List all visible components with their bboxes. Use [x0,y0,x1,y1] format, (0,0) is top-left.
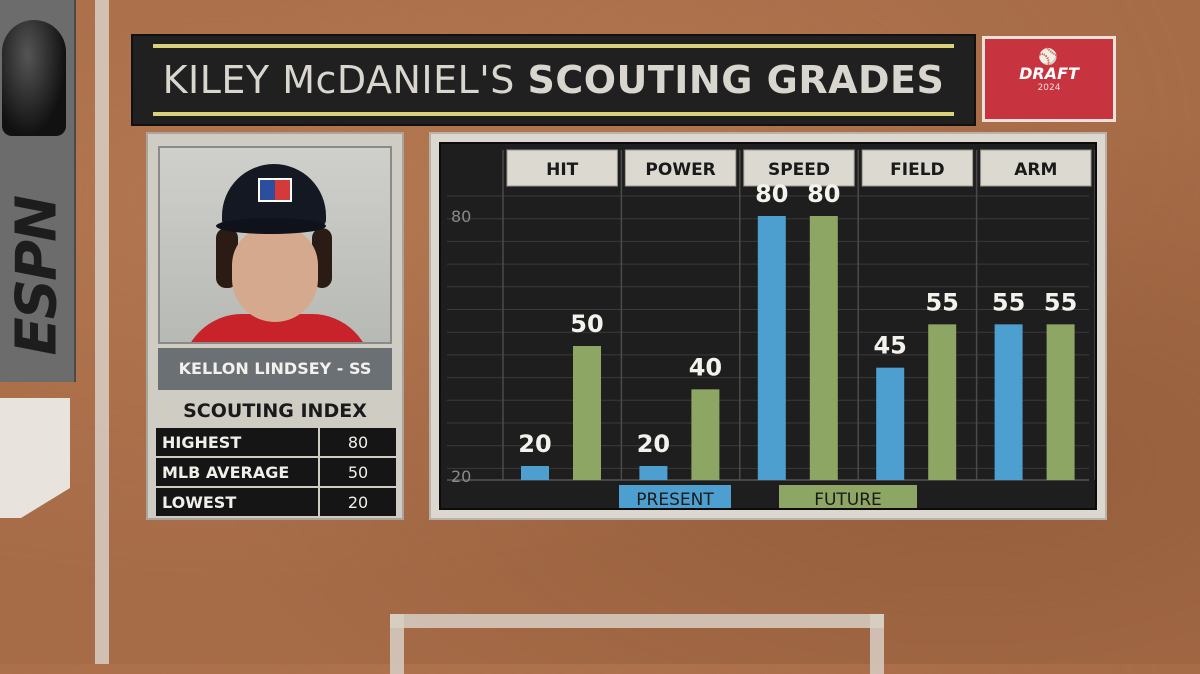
category-header [980,149,1092,187]
data-label: 20 [518,430,551,458]
index-label: HIGHEST [154,426,320,458]
title-banner: KILEY McDANIEL'S SCOUTING GRADES [131,34,976,126]
category-label: FIELD [890,160,945,180]
player-cap-brim [216,218,326,234]
banner-stripe [153,44,954,48]
index-value: 50 [318,456,398,488]
data-label: 55 [992,288,1025,316]
draft-logo-icon: ⚾ [1038,47,1060,66]
draft-year: 2024 [1037,83,1061,93]
present-bar [639,466,668,480]
data-label: 50 [570,310,603,338]
batters-box-line [390,614,884,628]
banner-stripe [153,112,954,116]
future-bar [928,324,957,480]
category-header [861,149,974,187]
index-label: MLB AVERAGE [154,456,320,488]
category-header [743,149,855,187]
present-bar [994,324,1023,480]
category-label: ARM [1014,160,1057,180]
scouting-index-table: HIGHEST 80 MLB AVERAGE 50 LOWEST 20 [154,426,398,518]
page-title: KILEY McDANIEL'S SCOUTING GRADES [133,58,974,102]
table-row: HIGHEST 80 [154,426,398,458]
chart-panel: 80 20 HIT 20 50 POWER 20 40 SPEED 80 80 FIELD 45 55 AR… [439,142,1097,510]
data-label: 55 [925,288,958,316]
player-card: KELLON LINDSEY - SS SCOUTING INDEX HIGHE… [146,132,404,520]
future-bar [573,346,601,480]
data-label: 80 [755,180,788,208]
data-label: 55 [1044,288,1077,316]
batters-box-line [870,614,884,674]
player-photo [158,146,392,344]
future-bar [691,389,720,480]
present-bar [757,216,786,480]
legend-swatch [619,485,731,508]
index-value: 20 [318,486,398,518]
index-value: 80 [318,426,398,458]
present-bar [876,367,905,480]
table-row: MLB AVERAGE 50 [154,456,398,488]
data-label: 20 [637,430,670,458]
data-label: 80 [807,180,840,208]
index-label: LOWEST [154,486,320,518]
player-name: KELLON LINDSEY - SS [158,348,392,390]
category-label: SPEED [768,160,830,180]
category-header [506,149,618,187]
y-tick-label: 20 [451,467,471,486]
mlb-logo-icon [258,178,292,202]
future-bar [809,216,838,480]
table-row: LOWEST 20 [154,486,398,518]
left-brand-strip: ESPN [0,0,76,382]
title-light: KILEY McDANIEL'S [162,58,515,102]
chalk-line [95,0,109,664]
chart-card: 80 20 HIT 20 50 POWER 20 40 SPEED 80 80 FIELD 45 55 AR… [429,132,1107,520]
draft-badge: ⚾ DRAFT 2024 [982,36,1116,122]
player-face [232,226,318,322]
legend-swatch [779,485,917,508]
draft-word: DRAFT [1019,64,1079,83]
data-label: 40 [689,353,722,381]
home-plate-icon [0,398,70,518]
title-bold: SCOUTING GRADES [527,58,945,102]
present-bar [521,466,549,480]
data-label: 45 [873,332,906,360]
future-bar [1046,324,1075,480]
batters-box-line [390,614,404,674]
category-label: HIT [546,160,579,180]
scouting-index-title: SCOUTING INDEX [183,400,367,422]
legend-label: PRESENT [636,490,714,508]
helmet-icon [2,20,66,136]
category-header [624,149,737,187]
legend-label: FUTURE [814,490,882,508]
espn-logo: ESPN [4,197,70,356]
category-label: POWER [645,160,715,180]
y-tick-label: 80 [451,207,471,226]
